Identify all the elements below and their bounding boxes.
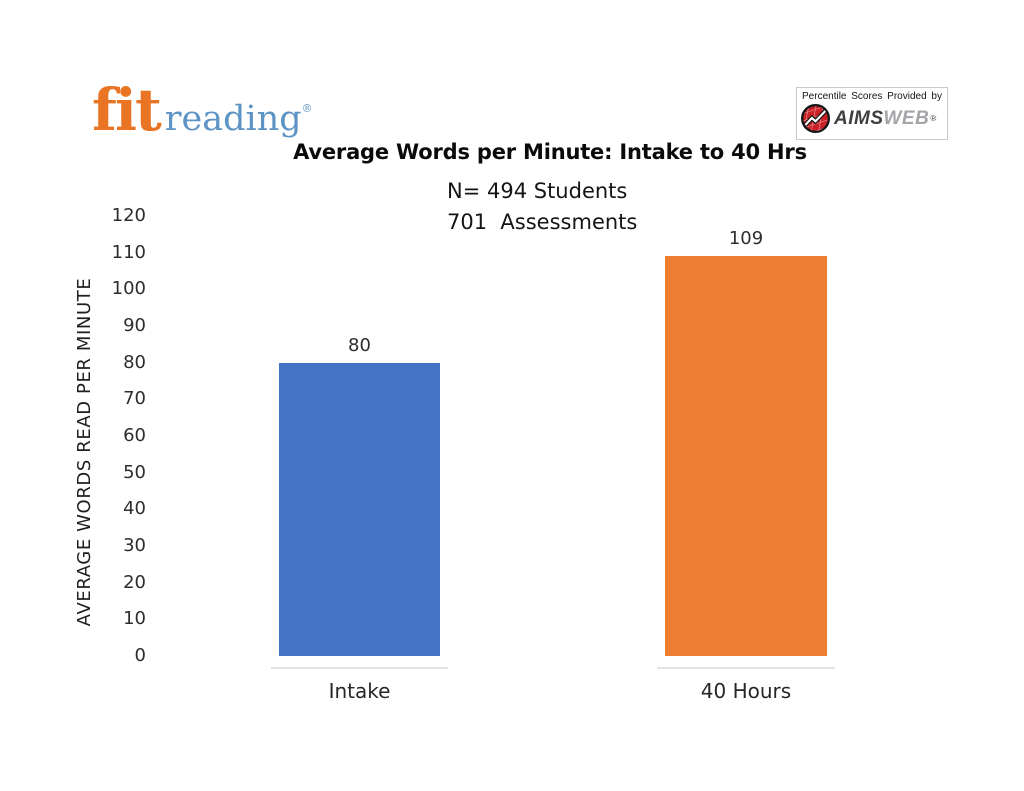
y-tick-label: 110 [111,241,146,263]
chart-subtitle: N= 494 Students 701 Assessments [447,176,637,238]
axis-baseline-segment [657,667,835,669]
y-tick-label: 80 [123,351,146,373]
y-tick-label: 40 [123,498,146,520]
fit-logo-text: fit [92,76,162,144]
aimsweb-logo-web: WEB [883,107,930,129]
aimsweb-attribution-box: Percentile Scores Provided by [796,87,948,140]
aimsweb-logo-aims: AIMS [834,107,884,129]
trend-line-chart-icon [800,103,831,134]
y-tick-label: 120 [111,205,146,226]
reading-logo-text: reading [164,99,302,139]
chart-subtitle-line-2: 701 Assessments [447,210,638,234]
y-tick-label: 10 [123,608,146,630]
y-tick-label: 50 [123,461,146,483]
x-axis-label-intake: Intake [328,679,391,703]
x-axis-label-40-hours: 40 Hours [700,679,792,703]
aimsweb-logo: AIMS WEB ® [800,103,947,134]
data-label-intake: 80 [348,335,371,356]
bar-intake [279,363,440,656]
bar-40-hours [665,256,827,656]
y-tick-label: 60 [123,425,146,446]
provider-caption: Percentile Scores Provided by [802,91,942,102]
axis-baseline-segment [271,667,448,669]
data-label-40-hours: 109 [728,228,764,249]
y-tick-label: 30 [123,535,146,556]
chart-subtitle-line-1: N= 494 Students [447,179,628,203]
y-tick-label: 0 [134,645,146,666]
registered-trademark-icon: ® [301,102,313,115]
y-tick-label: 100 [111,278,146,300]
y-tick-label: 20 [123,571,146,593]
y-tick-label: 70 [123,388,146,410]
aimsweb-registered-mark: ® [930,114,937,123]
fit-reading-logo: fit reading® [92,76,313,144]
y-tick-label: 90 [123,315,146,336]
chart-title: Average Words per Minute: Intake to 40 H… [293,140,807,164]
